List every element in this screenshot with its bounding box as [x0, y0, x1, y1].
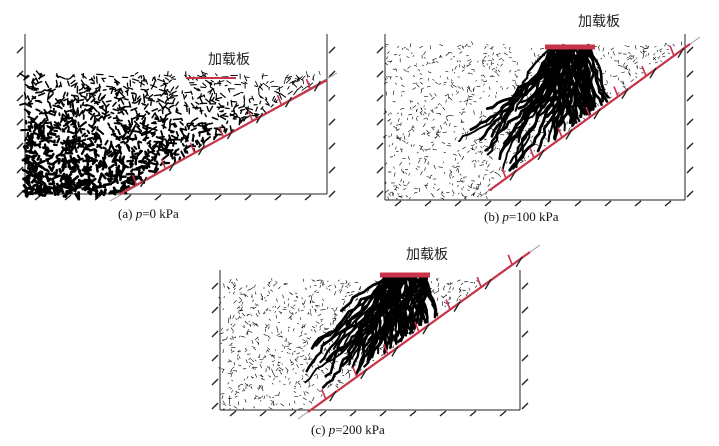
- slope-tick-2: [515, 256, 523, 268]
- slope-tick-2: [391, 346, 399, 357]
- anchors-2: [307, 251, 531, 413]
- slope-tick-2: [453, 301, 461, 312]
- caption-c-suffix: =200 kPa: [335, 422, 385, 437]
- force-chains-1: [382, 41, 683, 200]
- slope-tick-1: [593, 108, 601, 120]
- slope-tick-2: [360, 368, 368, 380]
- slope-tick-0: [284, 96, 293, 108]
- slope-tick-1: [537, 149, 545, 161]
- force-chain-plot-b: [376, 34, 701, 207]
- slope-tick-0: [197, 144, 206, 156]
- slope-tick-0: [226, 128, 235, 140]
- slope-tick-0: [139, 176, 148, 188]
- slope-tick-1: [509, 169, 517, 181]
- anchors-1: [489, 43, 691, 191]
- caption-c-var: p: [328, 422, 336, 437]
- slope-tick-1: [649, 67, 657, 79]
- caption-b-prefix: (b): [484, 209, 503, 224]
- loading-plate-label-a: 加载板: [208, 52, 250, 68]
- caption-b-var: p: [502, 209, 509, 224]
- caption-b: (b) p=100 kPa: [484, 209, 559, 225]
- boundary-ticks-0: [16, 46, 336, 201]
- slope-tick-1: [565, 129, 573, 140]
- caption-a-var: p: [135, 206, 143, 221]
- slope-tick-2: [484, 278, 492, 290]
- caption-a-suffix: =0 kPa: [142, 206, 179, 221]
- boundary-ticks-2: [211, 282, 529, 417]
- caption-a: (a) p=0 kPa: [118, 206, 179, 222]
- slope-tick-0: [255, 112, 264, 124]
- anchors-0: [119, 78, 328, 195]
- slope-tick-0: [168, 160, 177, 172]
- loading-plate-label-b: 加载板: [578, 14, 620, 30]
- slope-tick-0: [313, 80, 322, 92]
- force-chains-2: [218, 276, 480, 411]
- force-chain-plot-a: [16, 34, 338, 202]
- caption-c-prefix: (c): [311, 422, 329, 437]
- caption-c: (c) p=200 kPa: [311, 422, 385, 438]
- slope-tick-1: [621, 88, 629, 99]
- force-chains-0: [19, 70, 321, 201]
- boundary-ticks-1: [376, 46, 694, 207]
- slope-tick-2: [422, 323, 430, 335]
- slope-tick-1: [677, 47, 685, 59]
- caption-b-suffix: =100 kPa: [508, 209, 559, 224]
- figure-panel-b: 加载板 (b) p=100 kPa: [376, 14, 701, 225]
- caption-a-prefix: (a): [118, 206, 136, 221]
- slope-tick-2: [329, 390, 337, 402]
- loading-plate-label-c: 加载板: [406, 247, 448, 263]
- figure-panel-a: 加载板 (a) p=0 kPa: [0, 0, 360, 230]
